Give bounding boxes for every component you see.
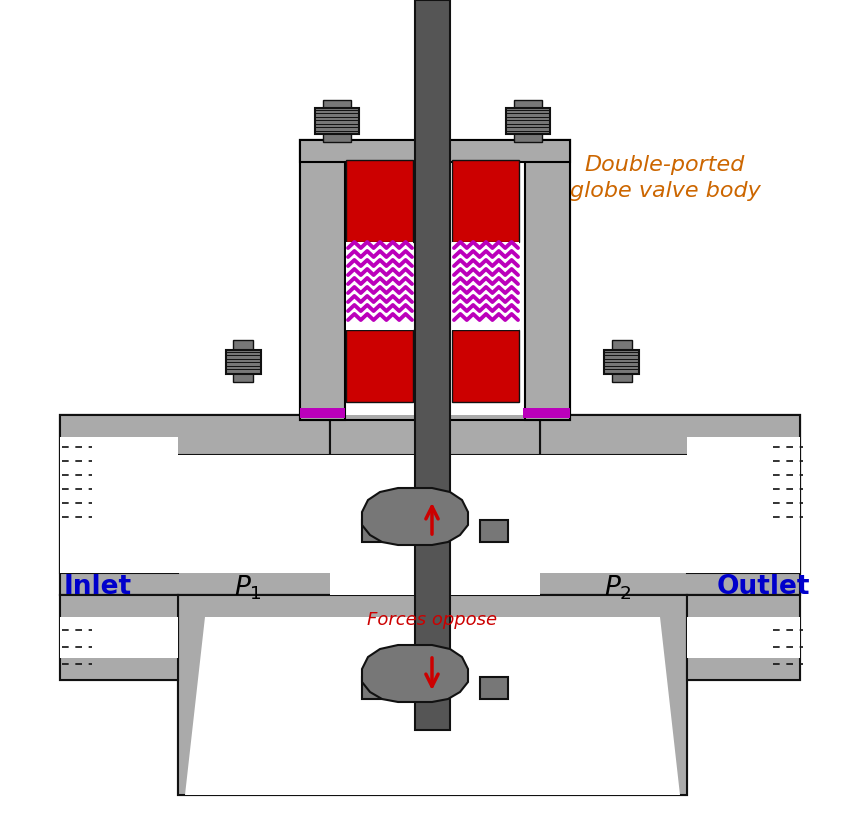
Polygon shape	[540, 415, 800, 573]
Polygon shape	[687, 595, 800, 680]
Polygon shape	[178, 455, 330, 573]
Polygon shape	[60, 595, 178, 680]
Bar	[415, 0, 450, 730]
Bar	[514, 100, 542, 142]
Bar	[452, 160, 519, 242]
Polygon shape	[362, 488, 468, 545]
Polygon shape	[362, 645, 468, 702]
Bar	[480, 520, 508, 542]
Polygon shape	[540, 455, 687, 573]
Bar	[315, 108, 359, 134]
Bar	[452, 242, 519, 330]
Polygon shape	[687, 617, 800, 658]
Bar	[362, 520, 390, 542]
Text: Outlet: Outlet	[716, 574, 810, 600]
Bar	[612, 340, 632, 382]
Polygon shape	[300, 140, 345, 420]
Polygon shape	[60, 437, 178, 573]
Polygon shape	[205, 617, 660, 795]
Bar	[323, 100, 351, 142]
Text: Inlet: Inlet	[64, 574, 132, 600]
Polygon shape	[300, 140, 570, 420]
Bar	[480, 677, 508, 699]
Bar	[300, 408, 345, 418]
Polygon shape	[687, 437, 800, 573]
Polygon shape	[490, 617, 660, 795]
Bar	[346, 160, 413, 242]
Polygon shape	[60, 437, 800, 595]
Polygon shape	[205, 617, 380, 795]
Bar	[506, 108, 550, 134]
Bar	[362, 677, 390, 699]
Bar	[233, 340, 253, 382]
Polygon shape	[178, 595, 687, 795]
Text: Double-ported
globe valve body: Double-ported globe valve body	[570, 155, 760, 201]
Text: Forces oppose: Forces oppose	[367, 611, 497, 629]
Text: $\mathit{P}_1$: $\mathit{P}_1$	[234, 574, 262, 603]
Bar	[604, 350, 639, 374]
Bar	[452, 330, 519, 402]
Polygon shape	[525, 140, 570, 420]
Bar	[226, 350, 261, 374]
Polygon shape	[330, 455, 540, 595]
Bar	[523, 408, 570, 418]
Polygon shape	[60, 617, 178, 658]
Polygon shape	[345, 158, 525, 415]
Polygon shape	[330, 415, 540, 455]
Polygon shape	[60, 595, 178, 680]
Polygon shape	[60, 415, 800, 595]
Polygon shape	[185, 617, 680, 795]
Text: $\mathit{P}_2$: $\mathit{P}_2$	[604, 574, 632, 603]
Polygon shape	[687, 595, 800, 680]
Polygon shape	[60, 415, 800, 595]
Polygon shape	[178, 595, 687, 795]
Polygon shape	[300, 140, 570, 162]
Polygon shape	[60, 415, 330, 573]
Bar	[346, 242, 413, 330]
Bar	[346, 330, 413, 402]
